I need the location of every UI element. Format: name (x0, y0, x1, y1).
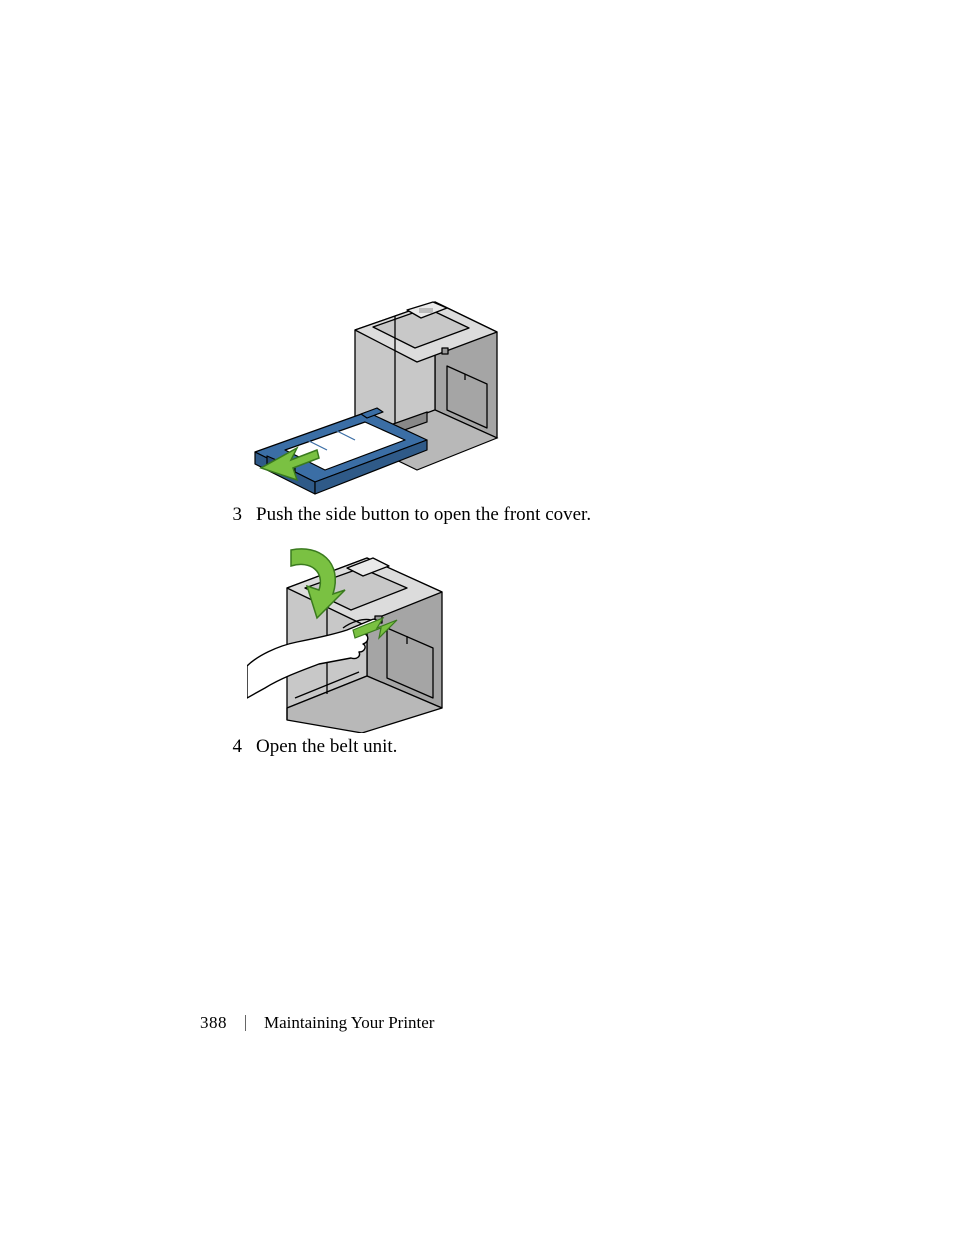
step-4-text: Open the belt unit. (256, 736, 397, 758)
section-title: Maintaining Your Printer (264, 1013, 434, 1033)
step-3: 3 Push the side button to open the front… (218, 504, 591, 526)
step-3-text: Push the side button to open the front c… (256, 504, 591, 526)
step-3-number: 3 (218, 504, 256, 526)
footer-divider (245, 1015, 246, 1031)
figure-tray-removal (247, 272, 517, 502)
figure-press-side-button (247, 538, 452, 733)
page-footer: 388 Maintaining Your Printer (200, 1013, 434, 1033)
page-number: 388 (200, 1013, 227, 1033)
step-4-number: 4 (218, 736, 256, 758)
step-4: 4 Open the belt unit. (218, 736, 397, 758)
page: 3 Push the side button to open the front… (0, 0, 954, 1235)
